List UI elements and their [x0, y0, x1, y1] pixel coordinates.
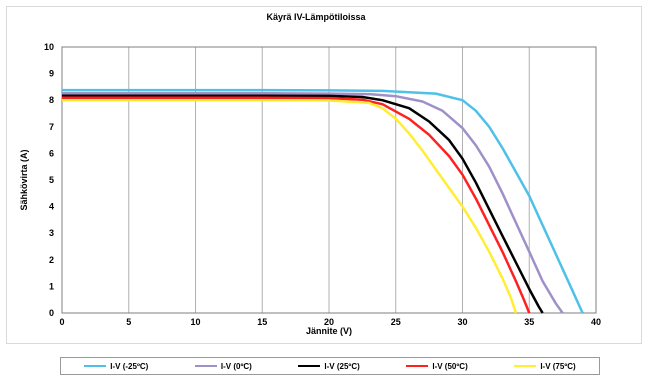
legend-label: I-V (0ºC)	[220, 361, 252, 371]
tick-labels: 0 5 10 15 20 25 30 35 40 0 1 2 3 4 5 6 7 8 9 10	[44, 42, 601, 327]
y-tick-label: 8	[49, 95, 54, 105]
legend-swatch	[84, 365, 107, 367]
y-tick-label: 9	[49, 69, 54, 79]
legend-swatch	[514, 365, 537, 367]
x-tick-label: 35	[524, 317, 534, 327]
x-tick-label: 0	[59, 317, 64, 327]
y-tick-label: 10	[44, 42, 54, 52]
y-tick-label: 7	[49, 122, 54, 132]
x-tick-label: 30	[457, 317, 467, 327]
series-line-0	[62, 88, 584, 314]
y-tick-label: 3	[49, 228, 54, 238]
y-tick-label: 2	[49, 255, 54, 265]
legend-label: I-V (25ºC)	[324, 361, 360, 371]
chart-legend: I-V (-25ºC) I-V (0ºC) I-V (25ºC) I-V (50ºC)…	[60, 357, 600, 375]
plot-area-border	[61, 46, 597, 314]
grid-lines	[128, 47, 530, 313]
series-lines	[62, 88, 584, 314]
legend-item: I-V (0ºC)	[194, 361, 252, 371]
legend-label: I-V (-25ºC)	[110, 361, 149, 371]
legend-item: I-V (25ºC)	[298, 361, 360, 371]
legend-swatch	[194, 365, 217, 367]
series-line-3	[62, 96, 531, 314]
series-line-1	[62, 92, 564, 314]
legend-label: I-V (50ºC)	[432, 361, 468, 371]
x-tick-label: 15	[257, 317, 267, 327]
x-tick-label: 25	[391, 317, 401, 327]
y-tick-label: 5	[49, 175, 54, 185]
series-line-2	[62, 94, 544, 314]
iv-chart: Käyrä IV-Lämpötiloissa 0 5 10 15 20 25 30 35 400…	[19, 12, 601, 336]
x-tick-label: 40	[591, 317, 601, 327]
legend-swatch	[298, 365, 321, 367]
y-axis-title: Sähkövirta (A)	[19, 149, 29, 210]
legend-item: I-V (50ºC)	[406, 361, 468, 371]
y-tick-label: 0	[49, 308, 54, 318]
x-tick-label: 5	[126, 317, 131, 327]
legend-swatch	[406, 365, 429, 367]
y-tick-label: 6	[49, 148, 54, 158]
legend-item: I-V (75ºC)	[514, 361, 576, 371]
x-tick-label: 10	[190, 317, 200, 327]
chart-title: Käyrä IV-Lämpötiloissa	[266, 12, 366, 22]
x-axis-title: Jännite (V)	[306, 326, 352, 336]
legend-label: I-V (75ºC)	[540, 361, 576, 371]
y-tick-label: 1	[49, 281, 54, 291]
series-line-4	[62, 98, 518, 314]
x-tick-label: 20	[324, 317, 334, 327]
chart-frame: Käyrä IV-Lämpötiloissa 0 5 10 15 20 25 30 35 40 0…	[6, 6, 642, 344]
legend-item: I-V (-25ºC)	[84, 362, 148, 371]
y-tick-label: 4	[49, 202, 54, 212]
